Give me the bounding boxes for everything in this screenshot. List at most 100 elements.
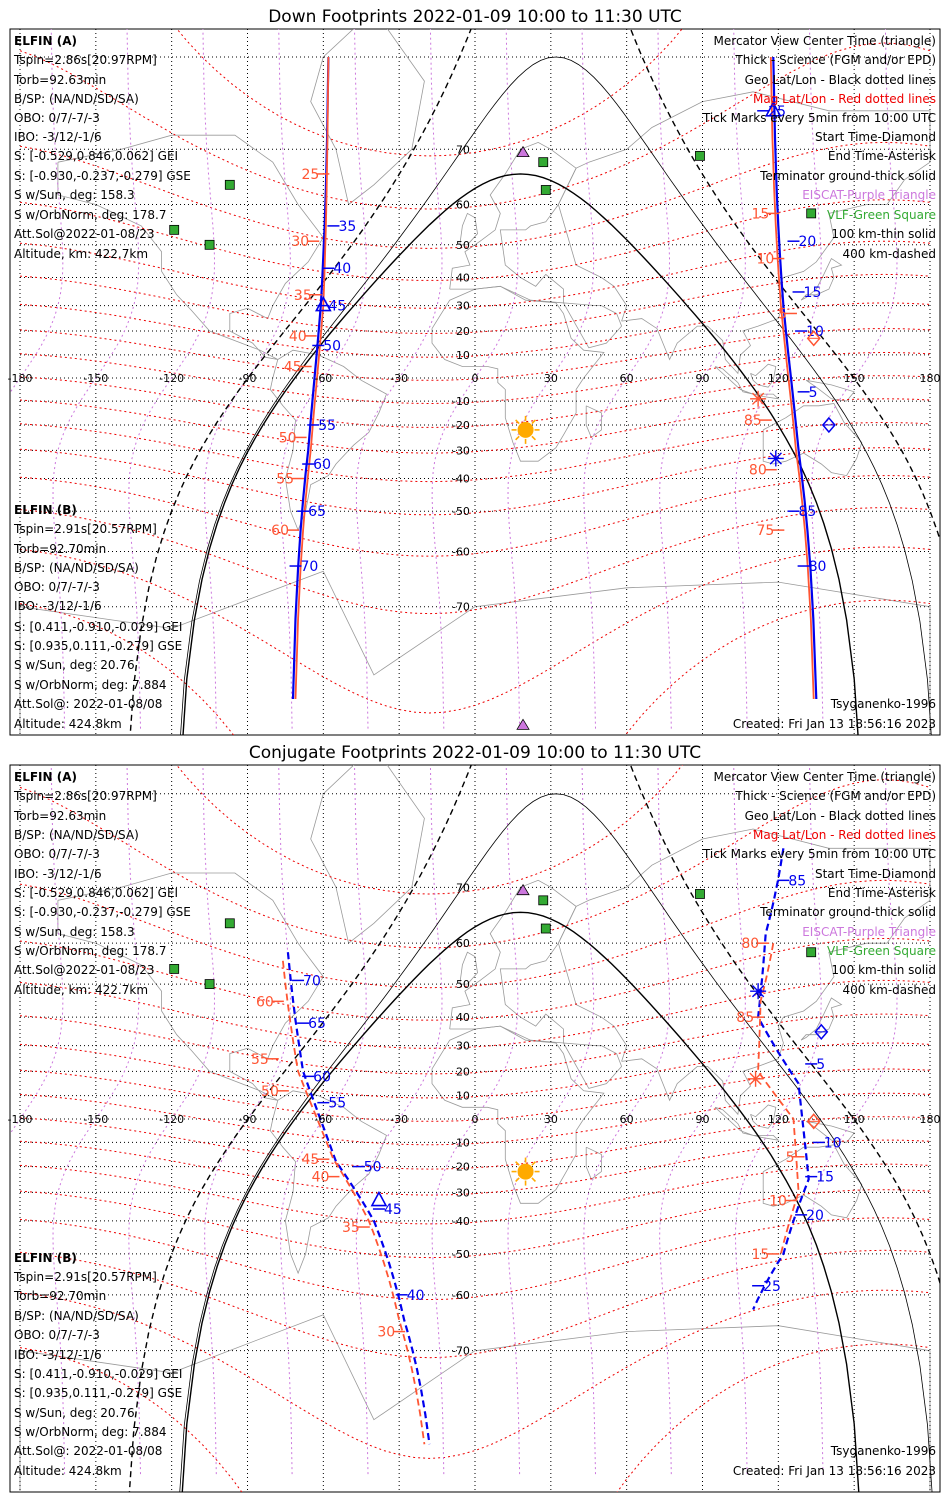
eiscat-triangle <box>516 883 530 896</box>
elfin-b-info-block: ELFIN (B) Tspin=2.91s[20.57RPM] Torb=92.… <box>13 1251 182 1478</box>
info-line: Torb=92.70min <box>13 542 106 556</box>
x-tick-label: 0 <box>472 372 479 385</box>
created-label: Created: Fri Jan 13 18:56:16 2023 <box>733 1464 936 1478</box>
sun-icon <box>517 1163 534 1180</box>
track-time-label: 60 <box>271 523 289 539</box>
y-tick-label: 40 <box>456 271 470 284</box>
mag-parallel <box>19 507 931 615</box>
elfin-b-name: ELFIN (B) <box>14 1251 77 1265</box>
track-time-label: 85 <box>799 504 817 520</box>
vlf-square <box>224 918 235 929</box>
track-time-label: 15 <box>804 285 822 301</box>
y-tick-label: -60 <box>452 546 470 559</box>
mag-parallel <box>19 1189 931 1259</box>
info-line: S w/OrbNorm, deg: 7.884 <box>14 678 166 692</box>
coastline <box>431 1025 605 1204</box>
track-time-label: 35 <box>338 219 356 235</box>
legend-item: End Time-Asterisk <box>828 149 936 163</box>
elfin-a-info-block: ELFIN (A) Tspin=2.86s[20.97RPM] Torb=92.… <box>13 770 191 997</box>
track-time-label: 50 <box>364 1160 382 1176</box>
mag-meridian <box>10 765 64 1135</box>
coastline <box>585 405 602 439</box>
track-time-label: 65 <box>308 504 326 520</box>
coastline <box>449 879 577 1044</box>
legend: Mercator View Center Time (triangle) Thi… <box>702 34 936 261</box>
info-line: Tspin=2.91s[20.57RPM] <box>13 522 157 536</box>
x-tick-label: -120 <box>159 1113 184 1126</box>
sun-ray <box>531 435 537 441</box>
vlf-square <box>204 979 215 989</box>
y-tick-label: 40 <box>456 1011 470 1024</box>
mag-meridian <box>355 29 443 729</box>
info-line: OBO: 0/7/-7/-3 <box>14 1328 100 1342</box>
track-time-label: 35 <box>342 1220 360 1236</box>
mag-parallel <box>19 937 931 1021</box>
track-time-label: 70 <box>301 559 319 575</box>
y-tick-label: 10 <box>456 349 470 362</box>
end-asterisk <box>749 1072 762 1085</box>
track-time-label: 70 <box>303 973 321 989</box>
coastline <box>762 1144 863 1219</box>
track-time-label: 55 <box>276 472 294 488</box>
track-time-label: 65 <box>308 1016 326 1032</box>
mag-meridian <box>128 765 216 1475</box>
info-line: Altitude, km: 422.7km <box>14 983 148 997</box>
footprint-tracks <box>291 56 818 700</box>
coastline <box>563 302 623 349</box>
track-time-label: 20 <box>799 234 817 250</box>
y-tick-label: -70 <box>452 1345 470 1358</box>
y-tick-label: -10 <box>452 1136 470 1149</box>
info-line: S: [-0.930,-0.237,-0.279] GSE <box>14 905 191 919</box>
y-tick-label: -40 <box>452 473 470 486</box>
track-time-label: 30 <box>377 1325 395 1341</box>
info-line: Torb=92.63min <box>13 73 106 87</box>
track-time-label: 30 <box>291 234 309 250</box>
elfin-a-name: ELFIN (A) <box>14 34 77 48</box>
map-frame <box>9 764 941 1493</box>
sun-ray <box>531 1177 537 1183</box>
track-time-label: 50 <box>279 430 297 446</box>
info-line: Att.Sol@2022-01-08/23 <box>14 227 155 241</box>
vlf-square <box>695 150 705 161</box>
y-tick-label: 70 <box>456 881 470 894</box>
track-time-label: 85 <box>788 873 806 889</box>
track-time-label: 5 <box>816 1057 825 1073</box>
x-tick-label: -180 <box>8 372 33 385</box>
footprint-tracks <box>282 848 810 1445</box>
track-time-label: 85 <box>736 1010 754 1026</box>
mag-parallel <box>176 29 683 157</box>
info-line: IBO: -3/12/-1/6 <box>14 1348 102 1362</box>
coastline <box>557 828 931 1116</box>
track-time-label: 45 <box>284 359 302 375</box>
coastline <box>269 349 388 532</box>
info-line: Altitude, km: 422.7km <box>14 247 148 261</box>
mag-parallel <box>19 1116 931 1170</box>
track-time-label: 15 <box>751 1247 769 1263</box>
elfin-b-track <box>294 56 330 700</box>
legend-item: Thick - Science (FGM and/or EPD) <box>734 789 936 803</box>
coastline <box>19 570 931 735</box>
eiscat-triangle <box>516 145 530 158</box>
y-tick-label: 50 <box>456 239 470 252</box>
y-tick-label: -70 <box>452 601 470 614</box>
mag-parallel <box>19 328 931 381</box>
vlf-square <box>806 947 817 958</box>
mag-parallel <box>19 375 931 428</box>
track-time-label: 10 <box>769 1194 787 1210</box>
elfin-b-name: ELFIN (B) <box>14 503 77 517</box>
y-tick-label: -40 <box>452 1215 470 1228</box>
info-line: S: [0.411,-0.910,-0.029] GEI <box>14 1367 182 1381</box>
mag-parallel <box>19 42 931 210</box>
info-line: S: [-0.930,-0.237,-0.279] GSE <box>14 169 191 183</box>
y-tick-label: -20 <box>452 1161 470 1174</box>
y-tick-label: -50 <box>452 505 470 518</box>
view-center-triangle <box>314 295 332 312</box>
mag-parallel <box>19 1343 931 1492</box>
info-line: Att.Sol@: 2022-01-08/08 <box>14 1444 162 1458</box>
info-line: OBO: 0/7/-7/-3 <box>14 580 100 594</box>
terminator-400km <box>129 29 940 735</box>
mag-parallel <box>19 879 931 989</box>
info-line: S w/Sun, deg: 158.3 <box>14 188 135 202</box>
y-tick-label: 50 <box>456 978 470 991</box>
legend-item: Geo Lat/Lon - Black dotted lines <box>745 809 936 823</box>
